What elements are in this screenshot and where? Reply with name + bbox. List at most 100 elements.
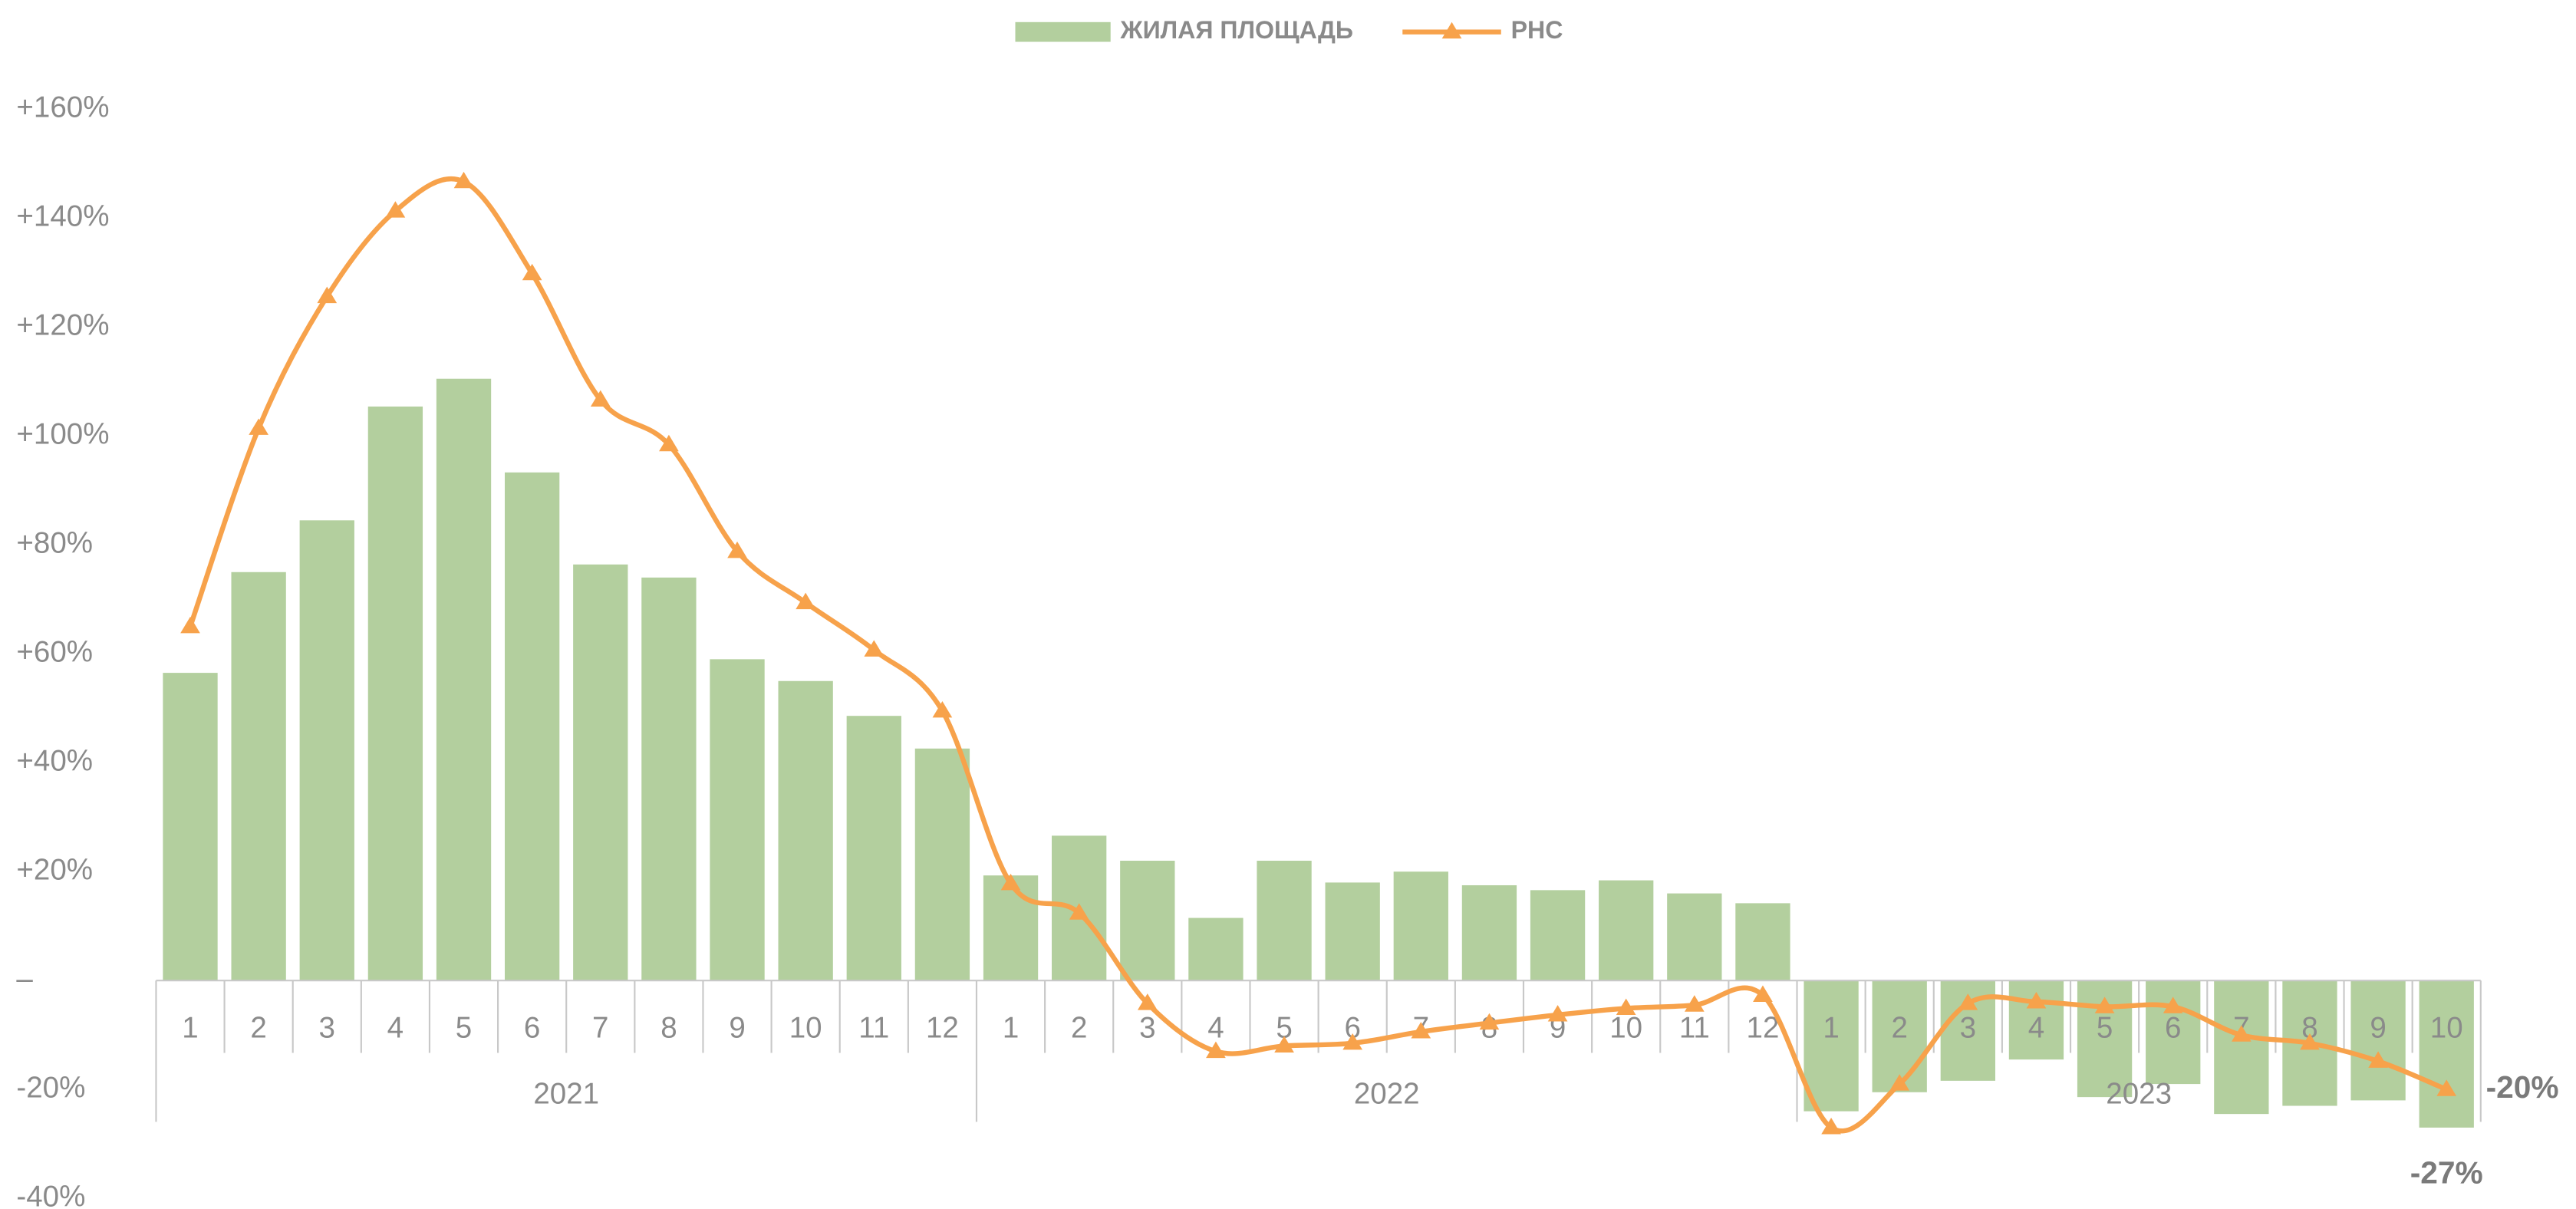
y-tick-label: – [16, 962, 33, 995]
line-marker [249, 418, 268, 435]
x-tick-label: 8 [2301, 1012, 2317, 1045]
x-tick-label: 4 [1207, 1012, 1224, 1045]
x-tick-label: 10 [2430, 1012, 2463, 1045]
x-tick-label: 5 [456, 1012, 472, 1045]
x-tick-label: 7 [592, 1012, 608, 1045]
x-tick-label: 10 [1609, 1012, 1642, 1045]
x-tick-label: 2 [1891, 1012, 1907, 1045]
line-marker [1137, 993, 1158, 1010]
bar [710, 659, 765, 981]
x-tick-label: 1 [182, 1012, 198, 1045]
y-tick-label: +140% [16, 199, 109, 232]
bar [2350, 980, 2406, 1101]
line-marker [2094, 997, 2115, 1013]
bar [778, 680, 833, 981]
x-tick-label: 12 [926, 1012, 959, 1045]
group-label: 2023 [2106, 1077, 2172, 1110]
legend-swatch [1015, 21, 1111, 42]
x-tick-label: 11 [1679, 1012, 1710, 1045]
bar [2419, 980, 2474, 1128]
line-marker [1753, 985, 1773, 1002]
bar [1257, 861, 1312, 981]
x-tick-label: 3 [1960, 1012, 1976, 1045]
bar [641, 577, 697, 981]
x-tick-label: 9 [2370, 1012, 2386, 1045]
line-marker [590, 390, 611, 407]
x-tick-label: 3 [1139, 1012, 1155, 1045]
bar [1804, 980, 1859, 1112]
line-marker [1821, 1118, 1841, 1135]
x-tick-label: 6 [1344, 1012, 1360, 1045]
y-tick-label: -40% [16, 1180, 85, 1209]
bar [1667, 893, 1722, 981]
y-tick-label: +100% [16, 417, 109, 450]
line-marker [1684, 995, 1705, 1012]
line-marker [1411, 1022, 1431, 1039]
bar [1461, 885, 1517, 981]
line-marker [727, 541, 747, 558]
line-marker [1274, 1036, 1294, 1053]
y-tick-label: +80% [16, 526, 93, 559]
y-tick-label: -20% [16, 1071, 85, 1104]
line-marker [2163, 997, 2183, 1013]
line-marker [522, 263, 542, 281]
bar [1599, 880, 1654, 981]
bar [573, 564, 628, 981]
bar [1393, 871, 1448, 981]
line-marker [1069, 903, 1089, 920]
y-tick-label: +160% [16, 91, 109, 124]
data-label: -20% [2486, 1069, 2559, 1105]
x-tick-label: 4 [2028, 1012, 2044, 1045]
y-tick-label: +120% [16, 308, 109, 341]
x-tick-label: 12 [1747, 1012, 1780, 1045]
line-marker [1342, 1033, 1363, 1050]
bar [163, 673, 218, 981]
x-tick-label: 10 [789, 1012, 822, 1045]
y-tick-label: +40% [16, 744, 93, 777]
line-marker [864, 640, 884, 657]
y-tick-label: +20% [16, 853, 93, 886]
legend-label: РНС [1511, 16, 1563, 44]
bar [1188, 917, 1244, 981]
x-tick-label: 8 [660, 1012, 677, 1045]
line-marker [1958, 993, 1978, 1010]
line-marker [1616, 998, 1636, 1015]
x-tick-label: 11 [858, 1012, 889, 1045]
x-tick-label: 2 [1071, 1012, 1087, 1045]
bar [846, 716, 901, 981]
bar [914, 748, 970, 981]
line-marker [659, 434, 679, 452]
bar [1325, 882, 1380, 981]
bar [983, 875, 1039, 981]
line-marker [932, 700, 953, 718]
line-marker [1479, 1013, 1500, 1030]
bar [1530, 890, 1586, 981]
line-marker [2300, 1033, 2320, 1050]
bar [505, 472, 560, 981]
bar [2214, 980, 2269, 1115]
line-marker [385, 201, 406, 218]
line-marker [2368, 1051, 2388, 1068]
x-tick-label: 6 [2165, 1012, 2181, 1045]
line-marker [1000, 873, 1021, 891]
line-marker [1547, 1005, 1568, 1022]
bar [1735, 903, 1790, 981]
data-label: -27% [2410, 1155, 2483, 1191]
bar [436, 378, 492, 981]
group-label: 2021 [533, 1077, 599, 1110]
bar [1872, 980, 1927, 1092]
line-marker [2231, 1025, 2252, 1042]
x-tick-label: 3 [319, 1012, 335, 1045]
legend-marker [1441, 21, 1462, 39]
y-tick-label: +60% [16, 635, 93, 668]
line-marker [317, 286, 338, 304]
line-marker [1889, 1074, 1910, 1091]
bar [299, 520, 354, 981]
x-tick-label: 9 [729, 1012, 745, 1045]
x-tick-label: 1 [1003, 1012, 1019, 1045]
x-tick-label: 1 [1823, 1012, 1839, 1045]
line-marker [453, 171, 474, 189]
line-marker [1206, 1041, 1226, 1059]
